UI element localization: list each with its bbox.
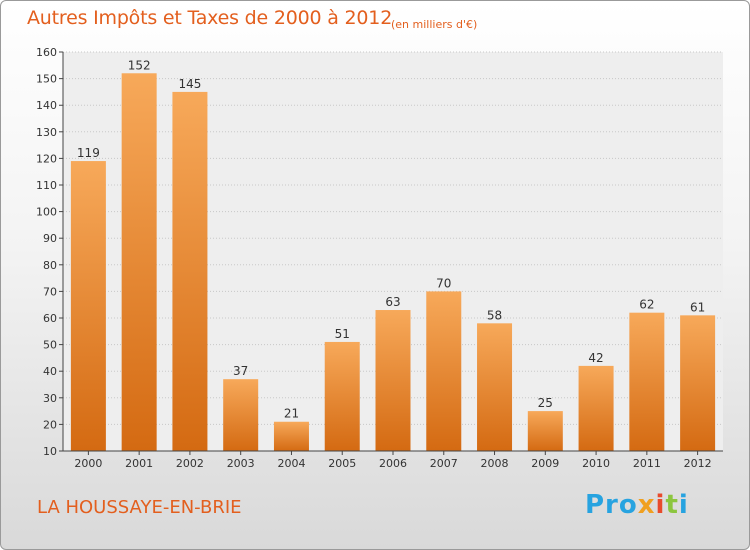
bar xyxy=(578,365,614,451)
bar-value-label: 58 xyxy=(487,308,502,322)
y-tick-label: 90 xyxy=(43,232,57,245)
bar-value-label: 63 xyxy=(385,295,400,309)
y-tick-label: 70 xyxy=(43,285,57,298)
y-tick-label: 10 xyxy=(43,445,57,458)
x-tick-label: 2012 xyxy=(684,457,712,470)
bar xyxy=(426,291,462,451)
y-tick-label: 30 xyxy=(43,392,57,405)
x-tick-label: 2010 xyxy=(582,457,610,470)
x-tick-label: 2008 xyxy=(481,457,509,470)
proxiti-logo: Proxiti xyxy=(585,490,689,520)
bar-value-label: 62 xyxy=(639,298,654,312)
bar xyxy=(680,315,716,451)
y-tick-label: 20 xyxy=(43,418,57,431)
bar xyxy=(527,411,563,451)
y-tick-label: 140 xyxy=(36,99,57,112)
bar-value-label: 145 xyxy=(178,77,201,91)
x-tick-label: 2009 xyxy=(531,457,559,470)
bar-value-label: 70 xyxy=(436,276,451,290)
bar-value-label: 61 xyxy=(690,300,705,314)
chart-title: Autres Impôts et Taxes de 2000 à 2012 xyxy=(27,7,393,29)
x-tick-label: 2000 xyxy=(74,457,102,470)
y-tick-label: 50 xyxy=(43,339,57,352)
x-tick-label: 2002 xyxy=(176,457,204,470)
x-tick-label: 2005 xyxy=(328,457,356,470)
bar-value-label: 37 xyxy=(233,364,248,378)
bar xyxy=(375,310,411,451)
bar-value-label: 51 xyxy=(335,327,350,341)
x-tick-label: 2011 xyxy=(633,457,661,470)
bar xyxy=(121,73,157,451)
x-tick-label: 2007 xyxy=(430,457,458,470)
bar-value-label: 25 xyxy=(538,396,553,410)
x-tick-label: 2006 xyxy=(379,457,407,470)
y-tick-label: 40 xyxy=(43,365,57,378)
bar-value-label: 119 xyxy=(77,146,100,160)
x-tick-label: 2001 xyxy=(125,457,153,470)
y-tick-label: 60 xyxy=(43,312,57,325)
y-tick-label: 80 xyxy=(43,259,57,272)
bar xyxy=(70,161,106,451)
bar xyxy=(324,341,360,451)
location-label: LA HOUSSAYE-EN-BRIE xyxy=(37,497,242,518)
x-tick-label: 2003 xyxy=(227,457,255,470)
bar-value-label: 152 xyxy=(128,58,151,72)
y-tick-label: 100 xyxy=(36,206,57,219)
y-tick-label: 130 xyxy=(36,126,57,139)
bar xyxy=(629,312,665,451)
bar-value-label: 42 xyxy=(588,351,603,365)
bar-value-label: 21 xyxy=(284,407,299,421)
chart-subtitle: (en milliers d'€) xyxy=(391,18,478,31)
y-tick-label: 160 xyxy=(36,46,57,59)
bar xyxy=(223,379,259,451)
x-tick-label: 2004 xyxy=(277,457,305,470)
y-tick-label: 110 xyxy=(36,179,57,192)
bar xyxy=(172,91,208,452)
y-tick-label: 120 xyxy=(36,152,57,165)
bar xyxy=(477,323,513,451)
bar xyxy=(273,421,309,451)
y-tick-label: 150 xyxy=(36,73,57,86)
